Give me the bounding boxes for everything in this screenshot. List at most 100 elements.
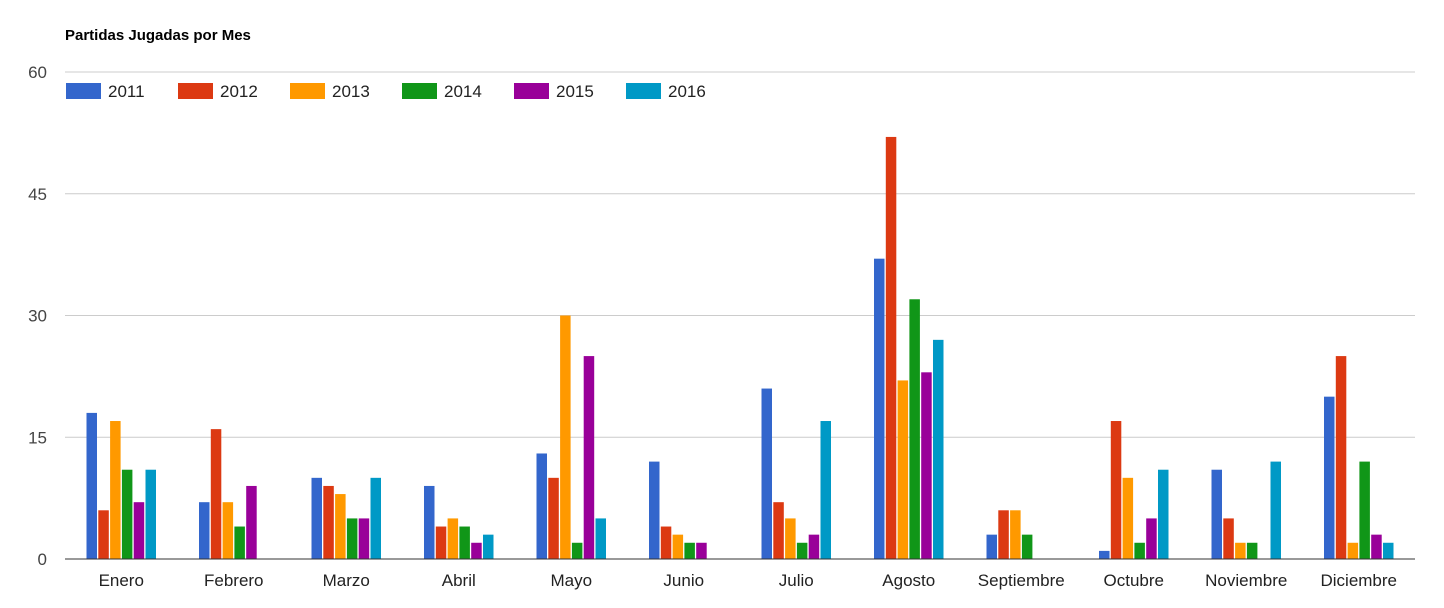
legend-swatch bbox=[514, 83, 549, 99]
legend-label: 2012 bbox=[220, 82, 258, 101]
bar-2013-enero bbox=[110, 421, 121, 559]
bar-2015-agosto bbox=[921, 372, 932, 559]
y-tick-label: 30 bbox=[28, 307, 47, 326]
bar-2015-mayo bbox=[583, 356, 595, 559]
bar-2011-julio bbox=[761, 388, 772, 559]
bar-2014-noviembre bbox=[1246, 542, 1258, 559]
legend-item-2016: 2016 bbox=[626, 82, 706, 101]
legend-label: 2016 bbox=[668, 82, 706, 101]
bar-2012-junio bbox=[660, 526, 672, 559]
x-tick-label: Marzo bbox=[323, 571, 370, 590]
bar-2014-abril bbox=[459, 526, 470, 559]
chart-title: Partidas Jugadas por Mes bbox=[65, 27, 251, 44]
x-axis-labels: Enero Febrero Marzo Abril Mayo Junio Julio Agos… bbox=[99, 571, 1397, 590]
bar-2015-diciembre bbox=[1371, 534, 1382, 559]
legend-swatch bbox=[402, 83, 437, 99]
bar-2013-junio bbox=[672, 534, 684, 559]
legend-item-2011: 2011 bbox=[66, 82, 145, 101]
bar-2016-abril bbox=[483, 534, 494, 559]
bar-2012-febrero bbox=[210, 429, 222, 559]
bar-2016-enero bbox=[145, 469, 156, 559]
x-tick-label: Diciembre bbox=[1320, 571, 1397, 590]
bar-2012-septiembre bbox=[998, 510, 1009, 559]
bar-2013-agosto bbox=[897, 380, 909, 559]
bar-2014-febrero bbox=[234, 526, 245, 559]
x-tick-label: Mayo bbox=[550, 571, 592, 590]
bar-2014-enero bbox=[121, 469, 133, 559]
bar-2014-septiembre bbox=[1021, 534, 1033, 559]
legend-label: 2015 bbox=[556, 82, 594, 101]
x-tick-label: Agosto bbox=[882, 571, 935, 590]
bar-2011-abril bbox=[424, 485, 435, 559]
bar-2012-mayo bbox=[548, 477, 559, 559]
legend-label: 2014 bbox=[444, 82, 482, 101]
bar-2014-diciembre bbox=[1359, 461, 1370, 559]
x-tick-label: Enero bbox=[99, 571, 144, 590]
bar-2014-octubre bbox=[1134, 542, 1145, 559]
bar-2011-septiembre bbox=[986, 534, 997, 559]
x-tick-label: Septiembre bbox=[978, 571, 1065, 590]
gridlines bbox=[65, 71, 1415, 438]
y-tick-label: 0 bbox=[38, 550, 47, 569]
bar-2014-mayo bbox=[571, 542, 583, 559]
bars bbox=[86, 136, 1394, 559]
bar-2011-enero bbox=[86, 412, 97, 559]
bar-2013-marzo bbox=[335, 494, 346, 559]
bar-2011-diciembre bbox=[1324, 396, 1335, 559]
bar-2011-octubre bbox=[1099, 550, 1110, 559]
bar-2016-mayo bbox=[595, 518, 606, 559]
bar-2013-julio bbox=[785, 518, 796, 559]
bar-2012-abril bbox=[435, 526, 447, 559]
legend-label: 2011 bbox=[108, 82, 145, 101]
y-tick-label: 45 bbox=[28, 185, 47, 204]
bar-2012-enero bbox=[98, 510, 109, 559]
legend-swatch bbox=[66, 83, 101, 99]
bar-2012-agosto bbox=[885, 136, 897, 559]
bar-2016-julio bbox=[820, 421, 831, 559]
bar-2012-marzo bbox=[323, 485, 334, 559]
bar-2016-diciembre bbox=[1383, 542, 1394, 559]
bar-2013-noviembre bbox=[1235, 542, 1246, 559]
y-tick-label: 15 bbox=[28, 428, 47, 447]
bar-2016-noviembre bbox=[1270, 461, 1281, 559]
bar-2013-octubre bbox=[1122, 477, 1134, 559]
bar-2011-marzo bbox=[311, 477, 322, 559]
y-tick-label: 60 bbox=[28, 63, 47, 82]
legend: 2011 2012 2013 2014 2015 2016 bbox=[66, 82, 706, 101]
x-tick-label: Febrero bbox=[204, 571, 264, 590]
bar-2016-octubre bbox=[1158, 469, 1169, 559]
x-tick-label: Junio bbox=[663, 571, 704, 590]
legend-swatch bbox=[626, 83, 661, 99]
bar-2011-febrero bbox=[199, 502, 210, 559]
bar-2014-junio bbox=[684, 542, 695, 559]
bar-2015-abril bbox=[471, 542, 482, 559]
bar-2015-junio bbox=[696, 542, 707, 559]
bar-2015-julio bbox=[808, 534, 820, 559]
bar-2012-octubre bbox=[1110, 421, 1122, 559]
bar-2015-enero bbox=[133, 502, 145, 559]
legend-item-2014: 2014 bbox=[402, 82, 482, 101]
legend-item-2012: 2012 bbox=[178, 82, 258, 101]
x-tick-label: Abril bbox=[442, 571, 476, 590]
bar-2012-diciembre bbox=[1335, 356, 1347, 559]
bar-2013-diciembre bbox=[1347, 542, 1359, 559]
y-axis-ticks: 0 15 30 45 60 bbox=[28, 63, 47, 569]
bar-2013-abril bbox=[447, 518, 459, 559]
x-tick-label: Noviembre bbox=[1205, 571, 1287, 590]
x-tick-label: Julio bbox=[779, 571, 814, 590]
legend-item-2015: 2015 bbox=[514, 82, 594, 101]
bar-2011-noviembre bbox=[1211, 469, 1222, 559]
x-tick-label: Octubre bbox=[1104, 571, 1164, 590]
bar-2013-septiembre bbox=[1010, 510, 1021, 559]
bar-2014-marzo bbox=[346, 518, 358, 559]
bar-2016-marzo bbox=[370, 477, 381, 559]
bar-2015-octubre bbox=[1146, 518, 1157, 559]
bar-2011-agosto bbox=[874, 258, 885, 559]
bar-2013-febrero bbox=[222, 502, 234, 559]
legend-swatch bbox=[178, 83, 213, 99]
bar-2014-julio bbox=[796, 542, 808, 559]
bar-2011-junio bbox=[649, 461, 660, 559]
bar-2012-noviembre bbox=[1223, 518, 1234, 559]
bar-2012-julio bbox=[773, 502, 784, 559]
